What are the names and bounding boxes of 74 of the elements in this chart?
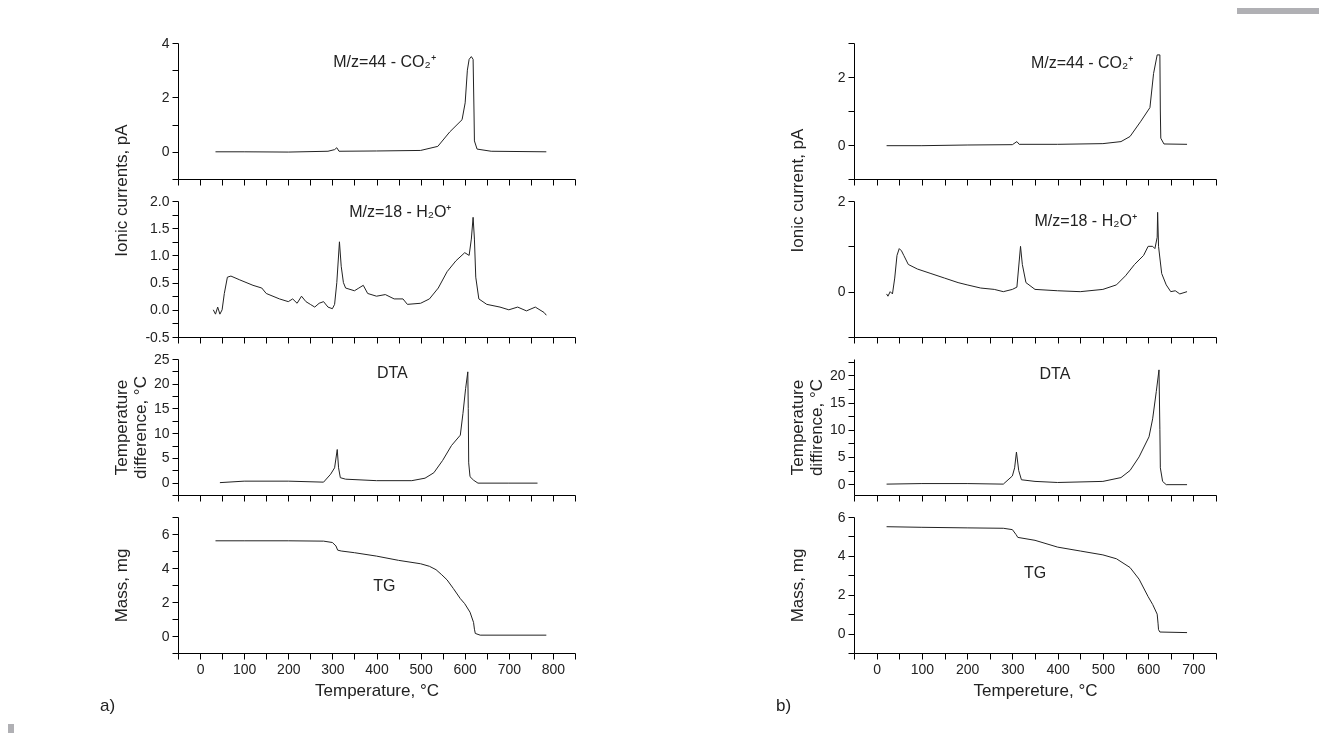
y-tick-label: -0.5: [145, 328, 170, 345]
x-tick-label: 500: [409, 660, 433, 677]
x-tick-label: 600: [1136, 660, 1161, 677]
line-series: [214, 56, 547, 153]
x-tick-label: 800: [541, 660, 566, 677]
y-tick-label: 2: [837, 586, 846, 603]
annotation: DTA: [376, 363, 409, 381]
y-tick-label: 0: [837, 475, 846, 492]
x-axis-title: Temperature, °C: [315, 680, 439, 700]
x-tick-label: 100: [232, 660, 257, 677]
x-tick-label: 0: [196, 660, 205, 677]
y-tick-label: 5: [161, 449, 170, 466]
y-tick-label: 4: [161, 559, 170, 576]
line-series: [886, 54, 1188, 147]
x-tick-label: 600: [453, 660, 478, 677]
y-tick-label: 2.0: [150, 192, 170, 209]
x-tick-label: 100: [910, 660, 935, 677]
y-tick-label: 20: [153, 375, 170, 392]
y-axis-title: Mass, mg: [111, 548, 131, 623]
y-tick-label: 10: [829, 421, 846, 438]
x-tick-label: 400: [1046, 660, 1071, 677]
x-tick-label: 700: [497, 660, 522, 677]
y-axis-title: Ionic current, pA: [787, 127, 807, 253]
annotation: M/z=44 - CO₂⁺: [333, 53, 436, 71]
y-tick-label: 0.0: [150, 301, 170, 318]
y-axis-title: Mass, mg: [787, 548, 807, 623]
y-tick-label: 25: [153, 350, 170, 367]
y-tick-label: 6: [837, 508, 846, 525]
y-tick-label: 2: [837, 68, 846, 85]
x-tick-label: 0: [873, 660, 882, 677]
y-tick-label: 4: [161, 34, 170, 51]
line-series: [886, 526, 1188, 634]
y-tick-label: 4: [837, 547, 846, 564]
y-axis-title: Ionic currents, pA: [111, 123, 131, 257]
x-tick-label: 700: [1182, 660, 1206, 677]
text: b): [776, 696, 792, 715]
y-tick-label: 0.5: [150, 274, 170, 291]
line-series: [886, 369, 1188, 486]
y-tick-label: 6: [161, 525, 170, 542]
y-tick-label: 0: [161, 143, 170, 160]
y-tick-label: 0: [161, 627, 170, 644]
x-axis-title: Tempereture, °C: [973, 680, 1098, 700]
y-tick-label: 20: [829, 366, 846, 383]
annotation: TG: [373, 577, 396, 595]
annotation: TG: [1023, 563, 1047, 581]
annotation: M/z=18 - H₂O⁺: [1034, 212, 1137, 230]
y-tick-label: 0: [837, 136, 846, 153]
y-tick-label: 1.0: [150, 246, 170, 263]
y-axis-title: Temperature difference, °C: [111, 376, 150, 479]
y-tick-label: 5: [837, 448, 846, 465]
y-tick-label: 2: [161, 88, 170, 105]
y-tick-label: 0: [161, 474, 170, 491]
y-tick-label: 2: [837, 192, 846, 209]
y-axis-title: Temperature diffirence, °C: [787, 378, 826, 477]
line-series: [886, 211, 1188, 297]
y-tick-label: 15: [153, 399, 170, 416]
y-tick-label: 0: [837, 283, 846, 300]
y-tick-label: 15: [829, 394, 846, 411]
annotation: DTA: [1039, 364, 1071, 382]
y-tick-label: 2: [161, 593, 170, 610]
line-series: [212, 216, 547, 316]
text: a): [100, 696, 116, 715]
y-tick-label: 1.5: [150, 219, 170, 236]
x-tick-label: 200: [277, 660, 301, 677]
line-series: [214, 540, 547, 636]
annotation: M/z=44 - CO₂⁺: [1030, 54, 1134, 72]
y-tick-label: 0: [837, 625, 846, 642]
x-tick-label: 300: [321, 660, 345, 677]
x-tick-label: 500: [1091, 660, 1116, 677]
y-tick-label: 10: [153, 424, 170, 441]
x-tick-label: 200: [955, 660, 980, 677]
annotation: M/z=18 - H₂O⁺: [349, 202, 452, 220]
x-tick-label: 400: [365, 660, 389, 677]
x-tick-label: 300: [1001, 660, 1025, 677]
